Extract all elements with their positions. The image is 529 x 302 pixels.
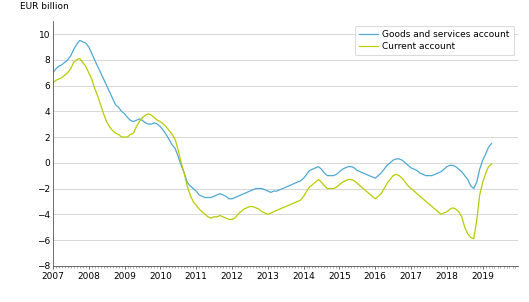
Y-axis label: EUR billion: EUR billion — [20, 2, 69, 11]
Legend: Goods and services account, Current account: Goods and services account, Current acco… — [355, 26, 514, 55]
Line: Current account: Current account — [53, 59, 491, 239]
Line: Goods and services account: Goods and services account — [53, 40, 491, 199]
